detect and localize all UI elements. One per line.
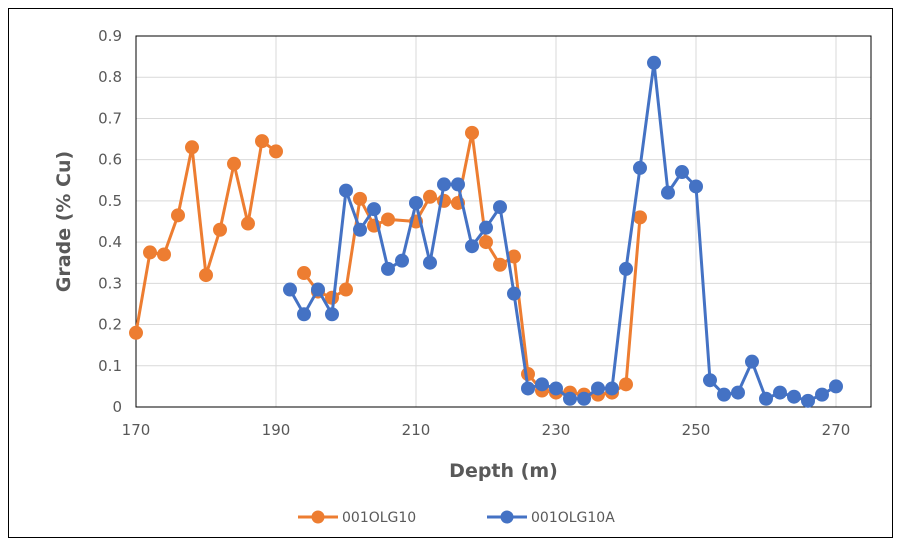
data-point-001OLG10: [493, 257, 507, 272]
data-point-001OLG10A: [395, 253, 409, 268]
data-point-001OLG10: [381, 212, 395, 227]
y-tick-label: 0.1: [98, 357, 122, 375]
x-tick-label: 250: [682, 421, 711, 439]
data-point-001OLG10A: [479, 220, 493, 235]
x-tick-label: 270: [822, 421, 851, 439]
data-point-001OLG10: [157, 247, 171, 262]
data-point-001OLG10: [241, 216, 255, 231]
data-point-001OLG10: [269, 144, 283, 159]
series-line-001OLG10: [302, 131, 642, 397]
data-point-001OLG10A: [745, 354, 759, 369]
data-point-001OLG10A: [577, 391, 591, 406]
y-tick-label: 0.8: [98, 68, 122, 86]
y-tick-label: 0.2: [98, 316, 122, 334]
data-point-001OLG10A: [731, 385, 745, 400]
chart-frame: [8, 8, 893, 538]
x-tick-label: 230: [542, 421, 571, 439]
data-point-001OLG10A: [829, 379, 843, 394]
data-point-001OLG10: [185, 140, 199, 155]
data-point-001OLG10A: [353, 222, 367, 237]
y-tick-label: 0: [112, 398, 122, 416]
data-point-001OLG10A: [703, 373, 717, 388]
data-point-001OLG10A: [591, 381, 605, 396]
x-tick-label: 170: [122, 421, 151, 439]
data-point-001OLG10: [171, 208, 185, 223]
data-point-001OLG10: [339, 282, 353, 297]
data-point-001OLG10A: [381, 261, 395, 276]
data-point-001OLG10A: [549, 381, 563, 396]
y-tick-label: 0.5: [98, 192, 122, 210]
series-line-001OLG10: [134, 139, 277, 334]
data-point-001OLG10: [227, 156, 241, 171]
series-line-001OLG10A: [288, 61, 837, 403]
data-point-001OLG10A: [815, 387, 829, 402]
data-point-001OLG10A: [633, 160, 647, 175]
data-point-001OLG10A: [787, 389, 801, 404]
data-point-001OLG10A: [297, 307, 311, 322]
legend-label-001OLG10A: 001OLG10A: [531, 510, 615, 526]
data-point-001OLG10A: [465, 239, 479, 254]
data-point-001OLG10A: [409, 195, 423, 210]
legend-label-001OLG10: 001OLG10: [342, 510, 416, 526]
data-point-001OLG10A: [451, 177, 465, 192]
y-tick-label: 0.4: [98, 233, 122, 251]
data-point-001OLG10A: [689, 179, 703, 194]
data-point-001OLG10A: [423, 255, 437, 270]
data-point-001OLG10: [353, 191, 367, 206]
data-point-001OLG10: [143, 245, 157, 260]
data-point-001OLG10A: [283, 282, 297, 297]
x-axis-title: Depth (m): [449, 460, 558, 482]
data-point-001OLG10: [479, 235, 493, 250]
data-point-001OLG10A: [521, 381, 535, 396]
y-axis-title: Grade (% Cu): [53, 151, 75, 292]
data-point-001OLG10A: [563, 391, 577, 406]
data-point-001OLG10: [213, 222, 227, 237]
legend-marker-001OLG10: [311, 510, 325, 524]
x-tick-label: 210: [402, 421, 431, 439]
x-tick-label: 190: [262, 421, 291, 439]
data-point-001OLG10A: [367, 202, 381, 217]
data-point-001OLG10A: [675, 165, 689, 180]
data-point-001OLG10: [255, 134, 269, 149]
data-point-001OLG10: [297, 266, 311, 281]
data-point-001OLG10A: [605, 381, 619, 396]
data-point-001OLG10A: [619, 261, 633, 276]
data-point-001OLG10: [129, 325, 143, 340]
data-point-001OLG10A: [717, 387, 731, 402]
data-point-001OLG10: [423, 189, 437, 204]
data-point-001OLG10A: [801, 393, 815, 408]
data-point-001OLG10: [633, 210, 647, 225]
data-point-001OLG10: [199, 268, 213, 283]
y-tick-label: 0.6: [98, 151, 122, 169]
y-tick-label: 0.3: [98, 274, 122, 292]
y-tick-label: 0.7: [98, 109, 122, 127]
plot-area-border: [135, 35, 872, 408]
data-point-001OLG10A: [311, 282, 325, 297]
data-point-001OLG10A: [325, 307, 339, 322]
data-point-001OLG10A: [773, 385, 787, 400]
data-point-001OLG10A: [647, 55, 661, 70]
data-point-001OLG10: [465, 125, 479, 140]
data-point-001OLG10A: [759, 391, 773, 406]
data-point-001OLG10A: [535, 377, 549, 392]
y-tick-label: 0.9: [98, 27, 122, 45]
legend-marker-001OLG10A: [500, 510, 514, 524]
data-point-001OLG10A: [493, 200, 507, 215]
data-point-001OLG10A: [339, 183, 353, 198]
data-point-001OLG10A: [507, 286, 521, 301]
data-point-001OLG10A: [437, 177, 451, 192]
data-point-001OLG10A: [661, 185, 675, 200]
data-point-001OLG10: [619, 377, 633, 392]
